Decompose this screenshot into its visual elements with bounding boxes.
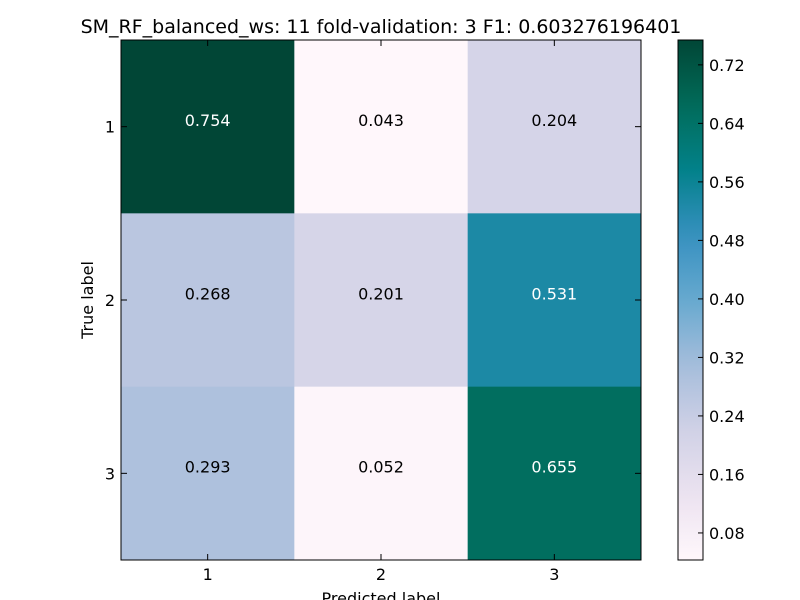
x-tick-label: 3 xyxy=(549,565,559,584)
heatmap-cell-3-2 xyxy=(294,386,469,561)
colorbar: 0.08 0.16 0.24 0.32 0.40 0.48 0.56 0.64 0.72 xyxy=(677,39,745,561)
y-tick-label: 2 xyxy=(105,291,115,310)
x-tick-label: 1 xyxy=(203,565,213,584)
cell-value-1-2: 0.043 xyxy=(358,111,404,130)
colorbar-tick-label: 0.72 xyxy=(709,56,745,75)
x-axis-label: Predicted label xyxy=(322,589,441,600)
heatmap-cell-2-3 xyxy=(467,213,642,388)
heatmap-cells xyxy=(121,40,642,561)
colorbar-tick-label: 0.64 xyxy=(709,114,745,133)
y-tick-label: 1 xyxy=(105,118,115,137)
y-tick-label: 3 xyxy=(105,464,115,483)
heatmap-cell-3-1 xyxy=(121,386,295,561)
colorbar-tick-label: 0.24 xyxy=(709,407,745,426)
x-tick-label: 2 xyxy=(376,565,386,584)
colorbar-tick-label: 0.56 xyxy=(709,173,745,192)
x-axis: 1 2 3 xyxy=(203,40,559,584)
heatmap-cell-3-3 xyxy=(467,386,642,561)
colorbar-tick-label: 0.32 xyxy=(709,348,745,367)
colorbar-tick-label: 0.16 xyxy=(709,465,745,484)
cell-value-2-2: 0.201 xyxy=(358,284,404,303)
heatmap-cell-1-3 xyxy=(467,40,642,214)
colorbar-tick-label: 0.08 xyxy=(709,524,745,543)
cell-value-3-2: 0.052 xyxy=(358,458,404,477)
cell-value-labels: 0.754 0.043 0.204 0.268 0.201 0.531 0.293 0.052… xyxy=(185,111,577,477)
cell-value-1-3: 0.204 xyxy=(531,111,577,130)
colorbar-tick-label: 0.40 xyxy=(709,290,745,309)
cell-value-1-1: 0.754 xyxy=(185,111,231,130)
chart-title: SM_RF_balanced_ws: 11 fold-validation: 3… xyxy=(81,16,682,38)
cell-value-2-1: 0.268 xyxy=(185,284,231,303)
cell-value-2-3: 0.531 xyxy=(531,284,577,303)
cell-value-3-3: 0.655 xyxy=(531,458,577,477)
y-axis-label: True label xyxy=(78,261,97,340)
heatmap-cell-2-1 xyxy=(121,213,295,388)
heatmap-cell-2-2 xyxy=(294,213,469,388)
colorbar-tick-label: 0.48 xyxy=(709,231,745,250)
y-axis: 1 2 3 xyxy=(105,118,641,483)
colorbar-gradient xyxy=(677,39,704,561)
heatmap-cell-1-2 xyxy=(294,40,469,214)
heatmap-cell-1-1 xyxy=(121,40,295,214)
cell-value-3-1: 0.293 xyxy=(185,458,231,477)
